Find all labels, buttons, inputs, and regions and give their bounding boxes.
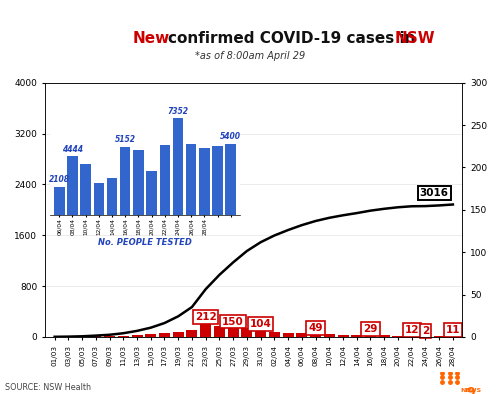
Text: *as of 8:00am April 29: *as of 8:00am April 29 bbox=[195, 51, 305, 61]
Bar bbox=[365, 335, 376, 337]
Bar bbox=[186, 144, 196, 215]
Bar bbox=[159, 333, 170, 337]
Text: 49: 49 bbox=[308, 323, 323, 333]
Bar bbox=[296, 333, 308, 337]
Bar bbox=[242, 328, 252, 337]
X-axis label: No. PEOPLE TESTED: No. PEOPLE TESTED bbox=[98, 238, 192, 247]
Bar bbox=[104, 336, 115, 337]
Text: New: New bbox=[132, 32, 170, 46]
Bar bbox=[378, 335, 390, 337]
Bar bbox=[132, 335, 142, 337]
Bar bbox=[172, 332, 184, 337]
Text: 2108: 2108 bbox=[48, 175, 70, 184]
Text: NEWS: NEWS bbox=[460, 388, 481, 393]
Bar bbox=[146, 171, 157, 215]
Text: 3016: 3016 bbox=[420, 188, 449, 198]
Bar bbox=[199, 148, 209, 215]
Bar bbox=[80, 164, 91, 215]
Bar bbox=[133, 151, 143, 215]
Text: 9: 9 bbox=[466, 386, 475, 394]
Bar bbox=[54, 187, 64, 215]
Bar bbox=[200, 323, 211, 337]
Bar bbox=[186, 330, 198, 337]
Bar bbox=[67, 156, 78, 215]
Bar bbox=[310, 334, 321, 337]
Bar bbox=[90, 336, 102, 337]
Text: 11: 11 bbox=[446, 325, 460, 335]
Bar bbox=[118, 336, 129, 337]
Bar bbox=[172, 118, 184, 215]
Bar bbox=[226, 144, 236, 215]
Bar bbox=[434, 336, 444, 337]
Text: 5400: 5400 bbox=[220, 132, 242, 141]
Bar bbox=[94, 183, 104, 215]
Bar bbox=[214, 326, 225, 337]
Bar bbox=[228, 327, 238, 337]
Text: 104: 104 bbox=[250, 319, 272, 329]
Text: 212: 212 bbox=[195, 312, 216, 322]
Text: 29: 29 bbox=[364, 324, 378, 334]
Bar bbox=[160, 145, 170, 215]
Text: confirmed COVID-19 cases in: confirmed COVID-19 cases in bbox=[168, 32, 415, 46]
Bar bbox=[255, 330, 266, 337]
Bar bbox=[448, 336, 458, 337]
Text: SOURCE: NSW Health: SOURCE: NSW Health bbox=[5, 383, 91, 392]
Bar bbox=[406, 336, 417, 337]
Text: 12: 12 bbox=[404, 325, 419, 335]
Text: 4444: 4444 bbox=[62, 145, 83, 154]
Bar bbox=[212, 147, 223, 215]
Text: 7352: 7352 bbox=[168, 106, 188, 115]
Text: 2: 2 bbox=[422, 326, 429, 336]
Bar bbox=[146, 335, 156, 337]
Bar bbox=[324, 335, 335, 337]
Bar bbox=[392, 336, 404, 337]
Text: 5152: 5152 bbox=[114, 136, 136, 145]
Bar bbox=[282, 333, 294, 337]
Bar bbox=[338, 335, 348, 337]
Bar bbox=[120, 147, 130, 215]
Bar bbox=[106, 178, 118, 215]
Text: NSW: NSW bbox=[395, 32, 436, 46]
Bar bbox=[352, 335, 362, 337]
Bar bbox=[269, 332, 280, 337]
Text: 150: 150 bbox=[222, 316, 244, 327]
